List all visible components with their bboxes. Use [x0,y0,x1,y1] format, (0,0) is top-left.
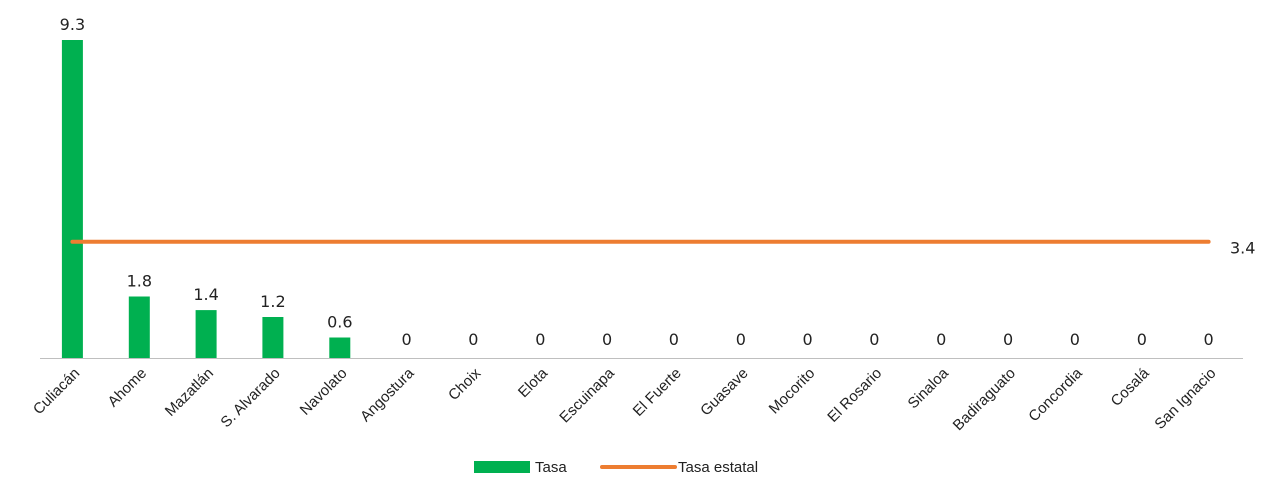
legend: Tasa Tasa estatal [474,459,758,476]
value-label-10: 0 [669,330,679,349]
value-label-5: 0.6 [327,313,352,332]
bar-1 [61,40,83,358]
bar-2 [128,296,150,358]
category-label-12: Mocorito [766,365,819,418]
category-label-18: San Ignacio [1151,365,1219,433]
bar-3 [195,310,217,358]
reference-line-group: 3.4 [70,239,1255,258]
value-label-11: 0 [736,330,746,349]
bar-5 [329,337,351,358]
value-label-12: 0 [803,330,813,349]
value-label-17: 0 [1137,330,1147,349]
category-labels-group: Culiacán Ahome Mazatlán S. Alvarado Navolato… [30,364,1219,434]
value-label-2: 1.8 [127,272,152,291]
tasa-estatal-value-label: 3.4 [1230,239,1255,258]
value-label-14: 0 [936,330,946,349]
value-label-7: 0 [468,330,478,349]
bar-4 [262,317,284,358]
value-labels-group: 9.3 1.8 1.4 1.2 0.6 0 0 0 0 0 0 0 0 0 0 0 0 0 [60,15,1214,349]
value-label-6: 0 [402,330,412,349]
category-label-4: S. Alvarado [217,365,283,431]
legend-swatch-tasa [474,461,530,473]
category-label-15: Badiraguato [950,365,1019,434]
value-label-9: 0 [602,330,612,349]
value-label-4: 1.2 [260,292,285,311]
category-label-16: Concordia [1025,364,1086,425]
category-label-13: El Rosario [824,365,885,426]
legend-label-tasa: Tasa [535,459,567,476]
value-label-8: 0 [535,330,545,349]
category-label-11: Guasave [697,365,751,419]
category-label-14: Sinaloa [905,364,953,412]
category-label-6: Angostura [357,364,418,425]
bars-group [61,40,351,358]
value-label-16: 0 [1070,330,1080,349]
category-label-8: Elota [515,364,552,401]
value-label-3: 1.4 [193,285,218,304]
category-label-5: Navolato [297,365,351,419]
category-label-3: Mazatlán [162,365,217,420]
legend-label-tasa-estatal: Tasa estatal [678,459,758,476]
value-label-1: 9.3 [60,15,85,34]
category-label-17: Cosalá [1108,364,1154,410]
category-label-2: Ahome [104,365,150,411]
value-label-13: 0 [869,330,879,349]
value-label-18: 0 [1204,330,1214,349]
category-label-1: Culiacán [30,365,83,418]
category-label-10: El Fuerte [630,365,685,420]
category-label-7: Choix [445,364,484,403]
value-label-15: 0 [1003,330,1013,349]
category-label-9: Escuinapa [556,364,618,426]
